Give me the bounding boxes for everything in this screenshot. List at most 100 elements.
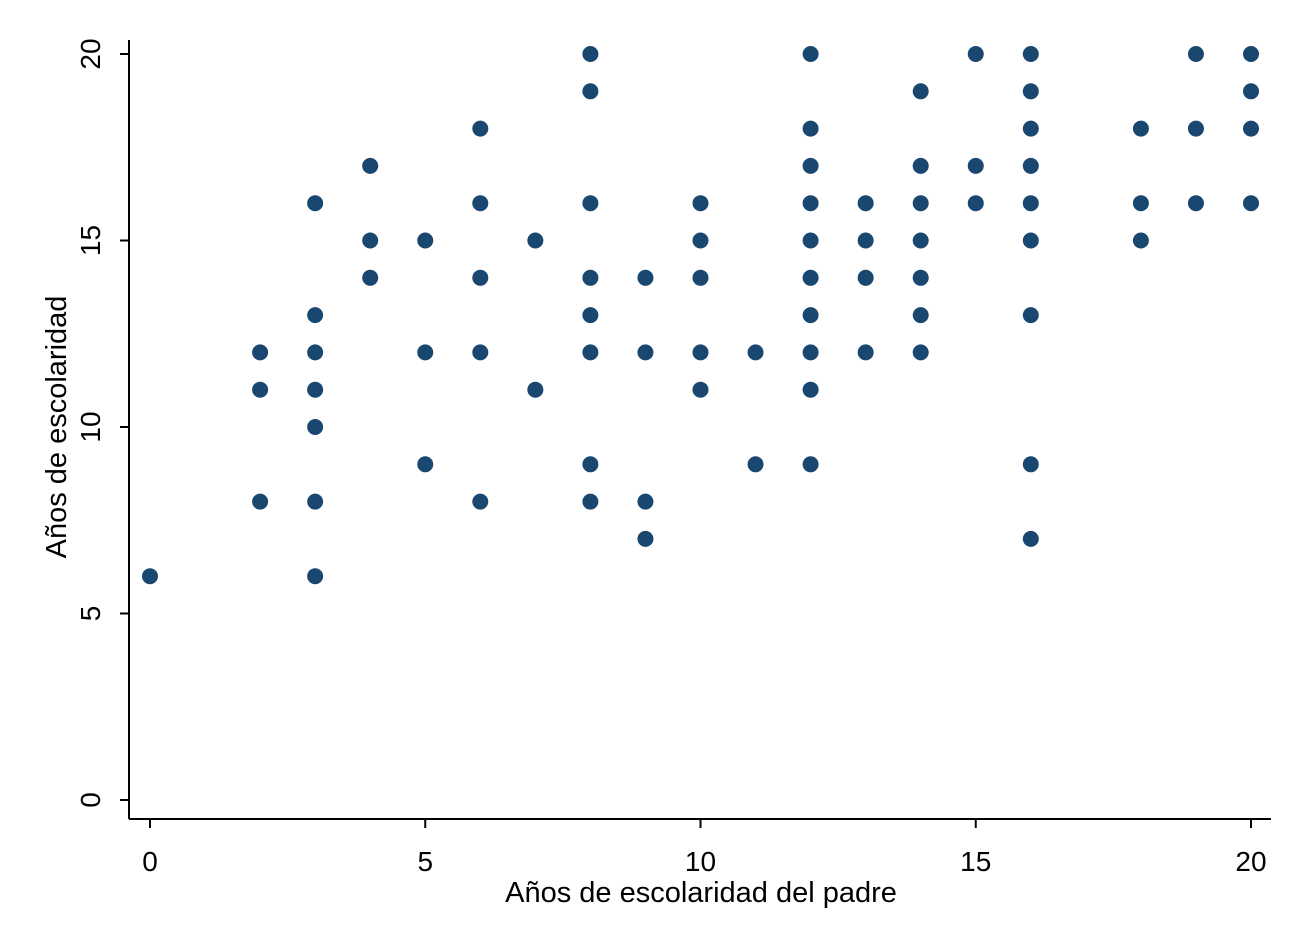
data-point (637, 344, 654, 361)
data-point (912, 344, 929, 361)
points-layer (142, 46, 1259, 585)
y-axis-ticks: 0 5 10 15 20 (75, 38, 129, 808)
data-point (252, 344, 269, 361)
data-point (582, 307, 599, 324)
data-point (1022, 307, 1039, 324)
data-point (582, 344, 599, 361)
data-point (1022, 83, 1039, 100)
data-point (472, 269, 489, 286)
data-point (637, 530, 654, 547)
y-tick-label: 5 (75, 606, 106, 622)
data-point (472, 344, 489, 361)
data-point (582, 46, 599, 62)
data-point (1187, 46, 1204, 62)
x-tick-label: 0 (142, 846, 158, 877)
y-tick-label: 15 (75, 225, 106, 256)
data-point (802, 381, 819, 398)
data-point (802, 307, 819, 324)
data-point (912, 157, 929, 174)
data-point (1022, 46, 1039, 62)
data-point (967, 46, 984, 62)
data-point (912, 195, 929, 212)
data-point (1132, 232, 1149, 249)
data-point (307, 344, 324, 361)
data-point (582, 269, 599, 286)
data-point (582, 493, 599, 510)
data-point (1022, 530, 1039, 547)
data-point (1132, 120, 1149, 137)
data-point (692, 269, 709, 286)
y-tick-label: 0 (75, 792, 106, 808)
y-axis-title: Años de escolaridad (41, 296, 73, 559)
x-axis-ticks: 0 5 10 15 20 (142, 819, 1267, 877)
data-point (472, 195, 489, 212)
data-point (307, 195, 324, 212)
data-point (582, 83, 599, 100)
data-point (307, 493, 324, 510)
data-point (802, 157, 819, 174)
data-point (417, 344, 434, 361)
data-point (967, 157, 984, 174)
data-point (1022, 120, 1039, 137)
data-point (912, 83, 929, 100)
data-point (527, 232, 544, 249)
data-point (582, 195, 599, 212)
data-point (747, 344, 764, 361)
data-point (252, 493, 269, 510)
data-point (802, 232, 819, 249)
data-point (967, 195, 984, 212)
data-point (307, 568, 324, 585)
data-point (802, 344, 819, 361)
data-point (802, 195, 819, 212)
data-point (527, 381, 544, 398)
data-point (1243, 195, 1259, 212)
data-point (362, 232, 379, 249)
x-tick-label: 20 (1235, 846, 1266, 877)
data-point (417, 456, 434, 473)
data-point (857, 232, 874, 249)
data-point (912, 307, 929, 324)
x-tick-label: 15 (960, 846, 991, 877)
data-point (802, 456, 819, 473)
y-tick-label: 20 (75, 38, 106, 69)
data-point (802, 46, 819, 62)
data-point (857, 344, 874, 361)
data-point (1022, 157, 1039, 174)
data-point (1022, 195, 1039, 212)
data-point (802, 120, 819, 137)
data-point (1187, 195, 1204, 212)
x-tick-label: 10 (685, 846, 716, 877)
data-point (142, 568, 158, 585)
data-point (637, 493, 654, 510)
data-point (1187, 120, 1204, 137)
data-point (802, 269, 819, 286)
data-point (1132, 195, 1149, 212)
data-point (912, 269, 929, 286)
data-point (1022, 456, 1039, 473)
data-point (912, 232, 929, 249)
data-point (1243, 120, 1259, 137)
data-point (747, 456, 764, 473)
data-point (1243, 46, 1259, 62)
data-point (252, 381, 269, 398)
x-tick-label: 5 (417, 846, 433, 877)
data-point (692, 195, 709, 212)
data-point (472, 493, 489, 510)
data-point (307, 307, 324, 324)
data-point (362, 157, 379, 174)
data-point (1243, 83, 1259, 100)
y-tick-label: 10 (75, 411, 106, 442)
data-point (1022, 232, 1039, 249)
data-point (582, 456, 599, 473)
data-point (307, 381, 324, 398)
data-point (637, 269, 654, 286)
data-point (857, 269, 874, 286)
data-point (362, 269, 379, 286)
data-point (417, 232, 434, 249)
data-point (857, 195, 874, 212)
data-point (692, 381, 709, 398)
data-point (692, 232, 709, 249)
data-point (692, 344, 709, 361)
data-point (307, 419, 324, 435)
